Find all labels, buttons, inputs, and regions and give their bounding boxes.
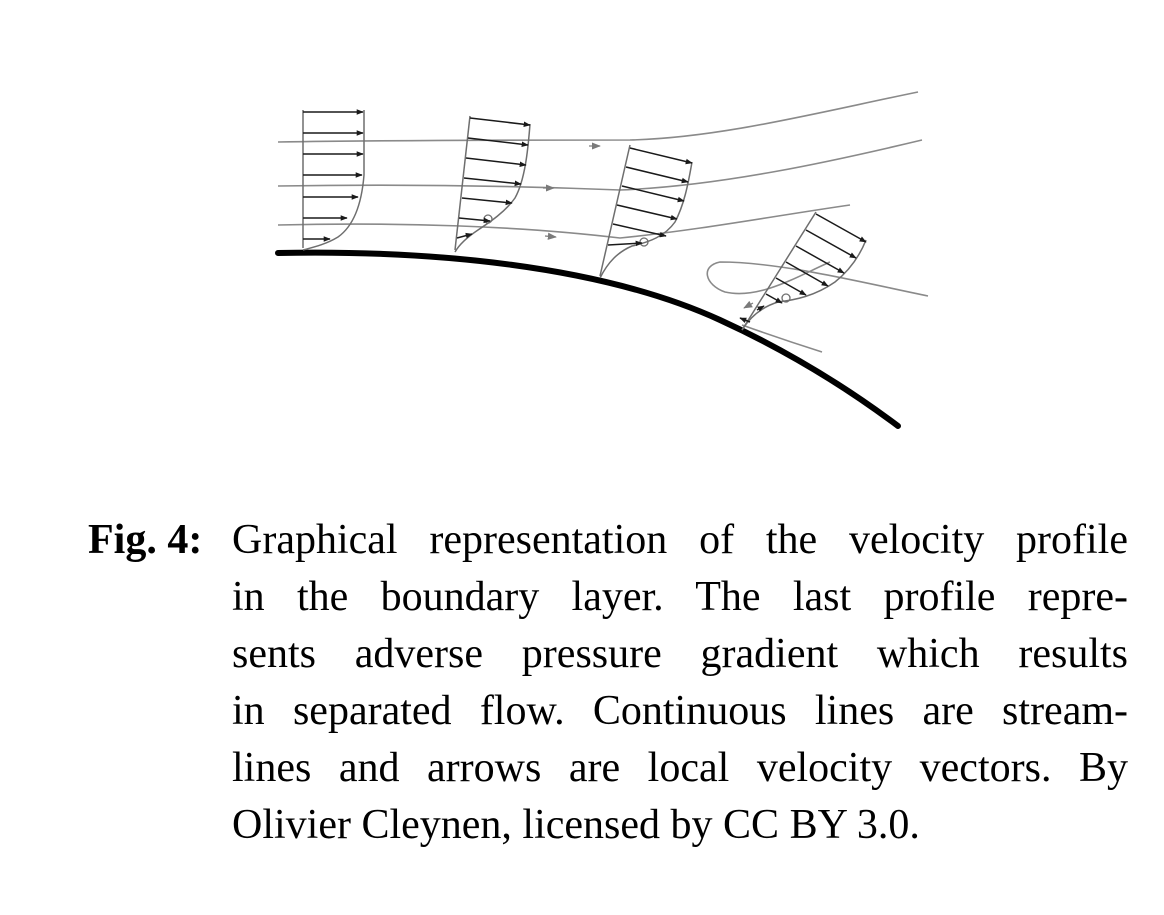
streamline-5 <box>741 324 823 353</box>
velocity-vector-arrow <box>629 147 693 165</box>
velocity-profile-4 <box>739 211 867 331</box>
streamline-3 <box>277 204 851 239</box>
velocity-vector-arrow <box>765 293 783 304</box>
velocity-vector-arrow <box>795 245 845 274</box>
caption-line: Olivier Cleynen, licensed by CC BY 3.0. <box>232 802 920 848</box>
velocity-vector-arrow <box>625 166 689 184</box>
caption-line: lines and arrows are local velocity vect… <box>232 745 1128 791</box>
streamlines <box>277 91 929 353</box>
velocity-vector-arrow <box>785 261 829 287</box>
velocity-vector-arrow <box>458 217 491 224</box>
figure-caption: Fig. 4: Graphical representation of the … <box>88 512 1128 854</box>
velocity-vector-arrow <box>607 240 643 247</box>
velocity-vector-arrow <box>467 137 529 148</box>
velocity-vector-arrow <box>775 277 807 296</box>
velocity-profile-2 <box>454 115 531 253</box>
caption-line: in the boundary layer. The last profile … <box>232 574 1128 620</box>
velocity-vector-arrow <box>815 213 867 243</box>
boundary-layer-diagram <box>275 91 929 429</box>
velocity-vector-arrow <box>469 117 531 128</box>
velocity-vector-arrow <box>739 317 751 323</box>
velocity-vector-arrow <box>612 223 667 238</box>
velocity-profile-3 <box>599 144 693 279</box>
velocity-vector-arrow <box>616 204 678 221</box>
streamline-1 <box>277 91 919 143</box>
velocity-vector-arrow <box>805 229 857 259</box>
caption-line: sents adverse pressure gradient which re… <box>232 631 1128 677</box>
streamline-4 <box>706 261 929 297</box>
streamline-direction-marks <box>543 142 754 309</box>
streamline-2 <box>277 139 923 191</box>
velocity-vector-arrow <box>465 157 527 168</box>
caption-text: Graphical representation of the velocity… <box>232 512 1128 854</box>
velocity-vector-arrow <box>456 232 473 239</box>
caption-line: Graphical representation of the velocity… <box>232 517 1128 563</box>
velocity-profile-1 <box>302 109 365 251</box>
figure-label: Fig. 4: <box>88 517 203 563</box>
velocity-vector-arrow <box>461 197 513 206</box>
velocity-vector-arrow <box>621 185 685 203</box>
caption-line: in separated flow. Continuous lines are … <box>232 688 1128 734</box>
velocity-vector-arrow <box>756 305 765 312</box>
velocity-vector-arrow <box>463 177 522 187</box>
surface-wall <box>275 249 901 429</box>
